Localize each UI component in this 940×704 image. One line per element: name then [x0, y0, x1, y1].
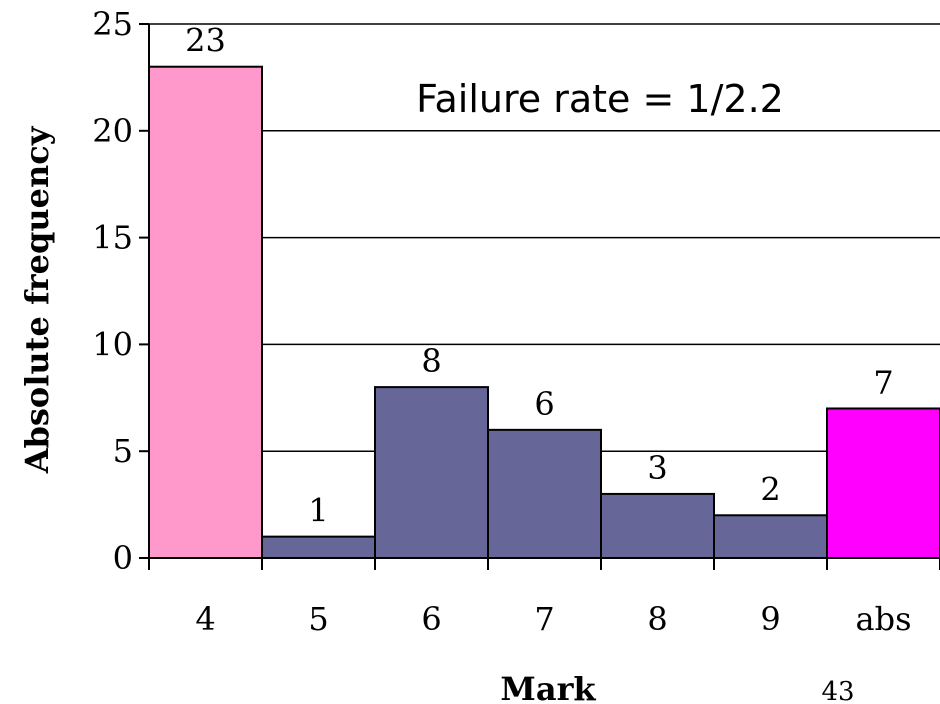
bar [374, 386, 489, 559]
x-tick-label: abs [856, 600, 912, 638]
data-labels: 23 1 8 6 3 2 7 [185, 22, 894, 530]
data-label: 23 [185, 22, 226, 60]
y-tick-label: 0 [113, 539, 133, 577]
page-number: 43 [821, 677, 854, 704]
x-tick-label: 5 [308, 600, 328, 638]
y-tick-label: 10 [92, 325, 133, 363]
failure-rate-annotation: Failure rate = 1/2.2 [416, 77, 784, 121]
y-axis-title: Absolute frequency [18, 125, 56, 474]
x-tick-label: 7 [534, 600, 554, 638]
gridlines [149, 23, 940, 452]
bar [713, 514, 828, 560]
data-label: 6 [534, 385, 554, 423]
data-label: 2 [760, 470, 780, 508]
x-tick-labels: 4 5 6 7 8 9 abs [195, 600, 911, 638]
x-axis-title: Mark [500, 670, 596, 704]
bar [826, 407, 940, 560]
data-label: 7 [873, 363, 893, 401]
x-tick-label: 8 [647, 600, 667, 638]
y-tick-label: 25 [92, 5, 133, 43]
x-tick-label: 9 [760, 600, 780, 638]
bar [148, 65, 263, 559]
bar [487, 428, 602, 559]
y-tick-label: 20 [92, 112, 133, 150]
axes [139, 23, 940, 570]
bars [148, 65, 940, 560]
x-tick-label: 6 [421, 600, 441, 638]
data-label: 3 [647, 449, 667, 487]
y-tick-label: 5 [113, 432, 133, 470]
y-tick-labels: 0 5 10 15 20 25 [92, 5, 133, 577]
data-label: 8 [421, 342, 441, 380]
bar [600, 492, 715, 560]
y-tick-label: 15 [92, 219, 133, 257]
x-tick-label: 4 [195, 600, 215, 638]
data-label: 1 [308, 492, 328, 530]
bar [261, 535, 376, 560]
